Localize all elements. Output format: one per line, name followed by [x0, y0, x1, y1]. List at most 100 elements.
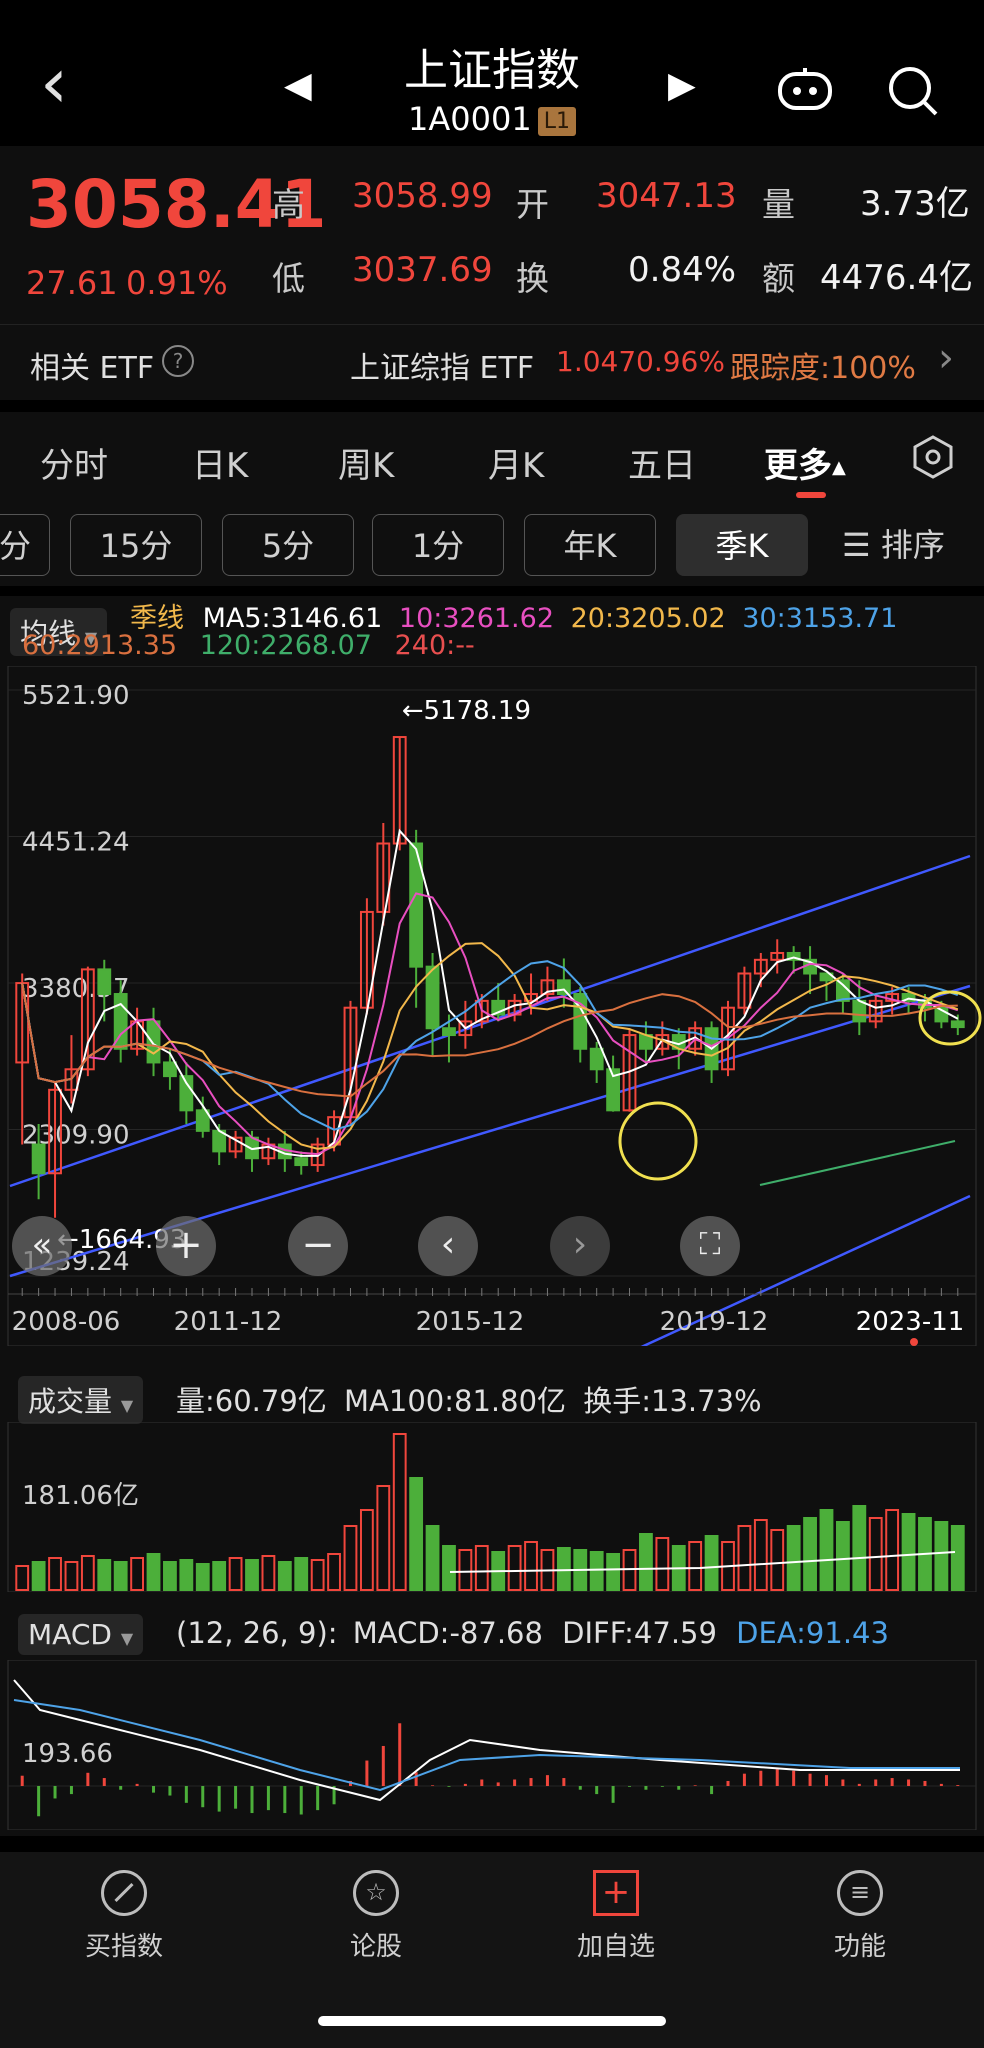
period-season-k[interactable]: 季K: [676, 514, 808, 576]
caret-down-icon: ▼: [84, 628, 98, 647]
volume-bar: [688, 1541, 703, 1591]
volume-bar: [343, 1525, 358, 1591]
volume-bar: [868, 1517, 883, 1591]
nav-buy-index[interactable]: 买指数: [44, 1870, 204, 1963]
candle: [606, 1068, 621, 1112]
ma10-line: [21, 892, 959, 1156]
sort-button[interactable]: ☰ 排序: [842, 520, 945, 566]
macd-chart[interactable]: 193.66: [0, 1660, 984, 1830]
volume-y-tick: 181.06亿: [22, 1481, 139, 1511]
candle: [753, 958, 768, 975]
volume-bar: [704, 1535, 719, 1591]
volume-bar: [294, 1557, 309, 1591]
x-tick-label: 2011-12: [174, 1307, 283, 1337]
x-tick-label: 2015-12: [416, 1307, 525, 1337]
ma120-value: 120:2268.07: [199, 630, 372, 661]
buy-index-icon: [101, 1870, 147, 1916]
volume-bar: [212, 1561, 227, 1591]
period-min[interactable]: 分: [0, 514, 50, 576]
fullscreen-icon[interactable]: ⛶: [680, 1216, 740, 1276]
candle: [934, 1006, 949, 1023]
zoom-in-icon[interactable]: +: [156, 1216, 216, 1276]
candle: [228, 1136, 243, 1153]
ma-selector[interactable]: 均线 ▼: [10, 608, 108, 656]
candle: [163, 1061, 177, 1078]
y-tick-label: 3380.57: [22, 974, 130, 1004]
volume-bar: [64, 1561, 79, 1591]
period-5min[interactable]: 5分: [222, 514, 354, 576]
volume-bar: [885, 1509, 900, 1591]
volume-bar: [31, 1561, 46, 1591]
volume-bar: [48, 1557, 62, 1591]
back-icon[interactable]: ‹: [40, 42, 68, 124]
add-watchlist-icon: +: [593, 1870, 639, 1916]
period-1min[interactable]: 1分: [372, 514, 504, 576]
candle: [294, 1157, 309, 1167]
volume-bar: [934, 1521, 949, 1591]
volume-value: 量:60.79亿: [176, 1384, 327, 1418]
open-value: 3047.13: [596, 176, 737, 216]
candle: [737, 972, 752, 1009]
highlight-circle: [918, 990, 982, 1046]
candle: [80, 968, 95, 1071]
tab-daily-k[interactable]: 日K: [192, 446, 249, 486]
nav-function[interactable]: ≡ 功能: [780, 1870, 940, 1963]
amount-value: 4476.4亿: [820, 258, 973, 298]
candle: [179, 1075, 194, 1112]
scroll-left-icon[interactable]: ‹: [418, 1216, 478, 1276]
volume-bar: [786, 1525, 801, 1591]
volume-bar: [950, 1525, 965, 1591]
volume-bar: [458, 1549, 473, 1591]
high-label: 高: [272, 185, 305, 224]
related-etf-bar[interactable]: 相关 ETF ? 上证综指 ETF 1.047 0.96% 跟踪度:100% ›: [0, 324, 984, 401]
tab-intraday[interactable]: 分时: [40, 446, 108, 486]
robot-icon[interactable]: [776, 66, 834, 112]
period-selector: 分 15分 5分 1分 年K 季K ☰ 排序: [0, 508, 984, 586]
volume-legend: 量:60.79亿 MA100:81.80亿 换手:13.73%: [176, 1378, 762, 1420]
macd-selector-label: MACD: [28, 1618, 112, 1651]
collapse-left-icon[interactable]: «: [12, 1216, 72, 1276]
volume-chart[interactable]: 181.06亿: [0, 1422, 984, 1592]
volume-bar: [245, 1559, 259, 1591]
period-15min[interactable]: 15分: [70, 514, 202, 576]
nav-discuss[interactable]: ☆ 论股: [296, 1870, 456, 1963]
candle: [195, 1109, 210, 1132]
tab-monthly-k[interactable]: 月K: [488, 446, 545, 486]
period-year-k[interactable]: 年K: [524, 514, 656, 576]
ma20-value: 20:3205.02: [570, 603, 726, 634]
volume-bar: [901, 1513, 916, 1591]
scroll-right-icon[interactable]: ›: [550, 1216, 610, 1276]
nav-label: 功能: [833, 1932, 886, 1962]
volume-bar: [753, 1519, 768, 1591]
volume-selector[interactable]: 成交量 ▼: [18, 1376, 144, 1424]
volume-bar: [163, 1561, 177, 1591]
top-header: ‹ ◀ 上证指数 1A0001 L1 ▶: [0, 0, 984, 146]
next-index-button[interactable]: ▶: [668, 65, 696, 106]
channel-line: [9, 854, 971, 1188]
candle: [786, 951, 801, 961]
zoom-out-icon[interactable]: −: [288, 1216, 348, 1276]
nav-label: 加自选: [576, 1932, 655, 1962]
last-price: 3058.41: [26, 166, 327, 243]
candle: [901, 993, 916, 1002]
tab-active-indicator: [796, 492, 826, 498]
help-icon[interactable]: ?: [162, 345, 194, 377]
candle: [491, 999, 506, 1016]
tab-five-day[interactable]: 五日: [628, 446, 696, 486]
price-change-pct: 0.91%: [126, 264, 228, 302]
nav-add-watchlist[interactable]: + 加自选: [536, 1870, 696, 1963]
tab-weekly-k[interactable]: 周K: [338, 446, 395, 486]
settings-hex-icon[interactable]: [910, 434, 956, 480]
candle: [950, 1020, 965, 1029]
macd-selector[interactable]: MACD ▼: [18, 1614, 144, 1655]
volume-frame: [7, 1422, 977, 1592]
high-value: 3058.99: [352, 176, 493, 216]
volume-bar: [639, 1533, 653, 1591]
tab-more[interactable]: 更多▲: [764, 438, 846, 487]
search-icon[interactable]: [886, 64, 940, 118]
prev-index-button[interactable]: ◀: [284, 65, 312, 106]
index-code-row: 1A0001 L1: [0, 100, 984, 138]
chevron-right-icon[interactable]: ›: [938, 335, 954, 381]
candlestick-chart[interactable]: 5521.904451.243380.572309.901239.24←5178…: [0, 666, 984, 1346]
ma5-line: [21, 828, 959, 1157]
